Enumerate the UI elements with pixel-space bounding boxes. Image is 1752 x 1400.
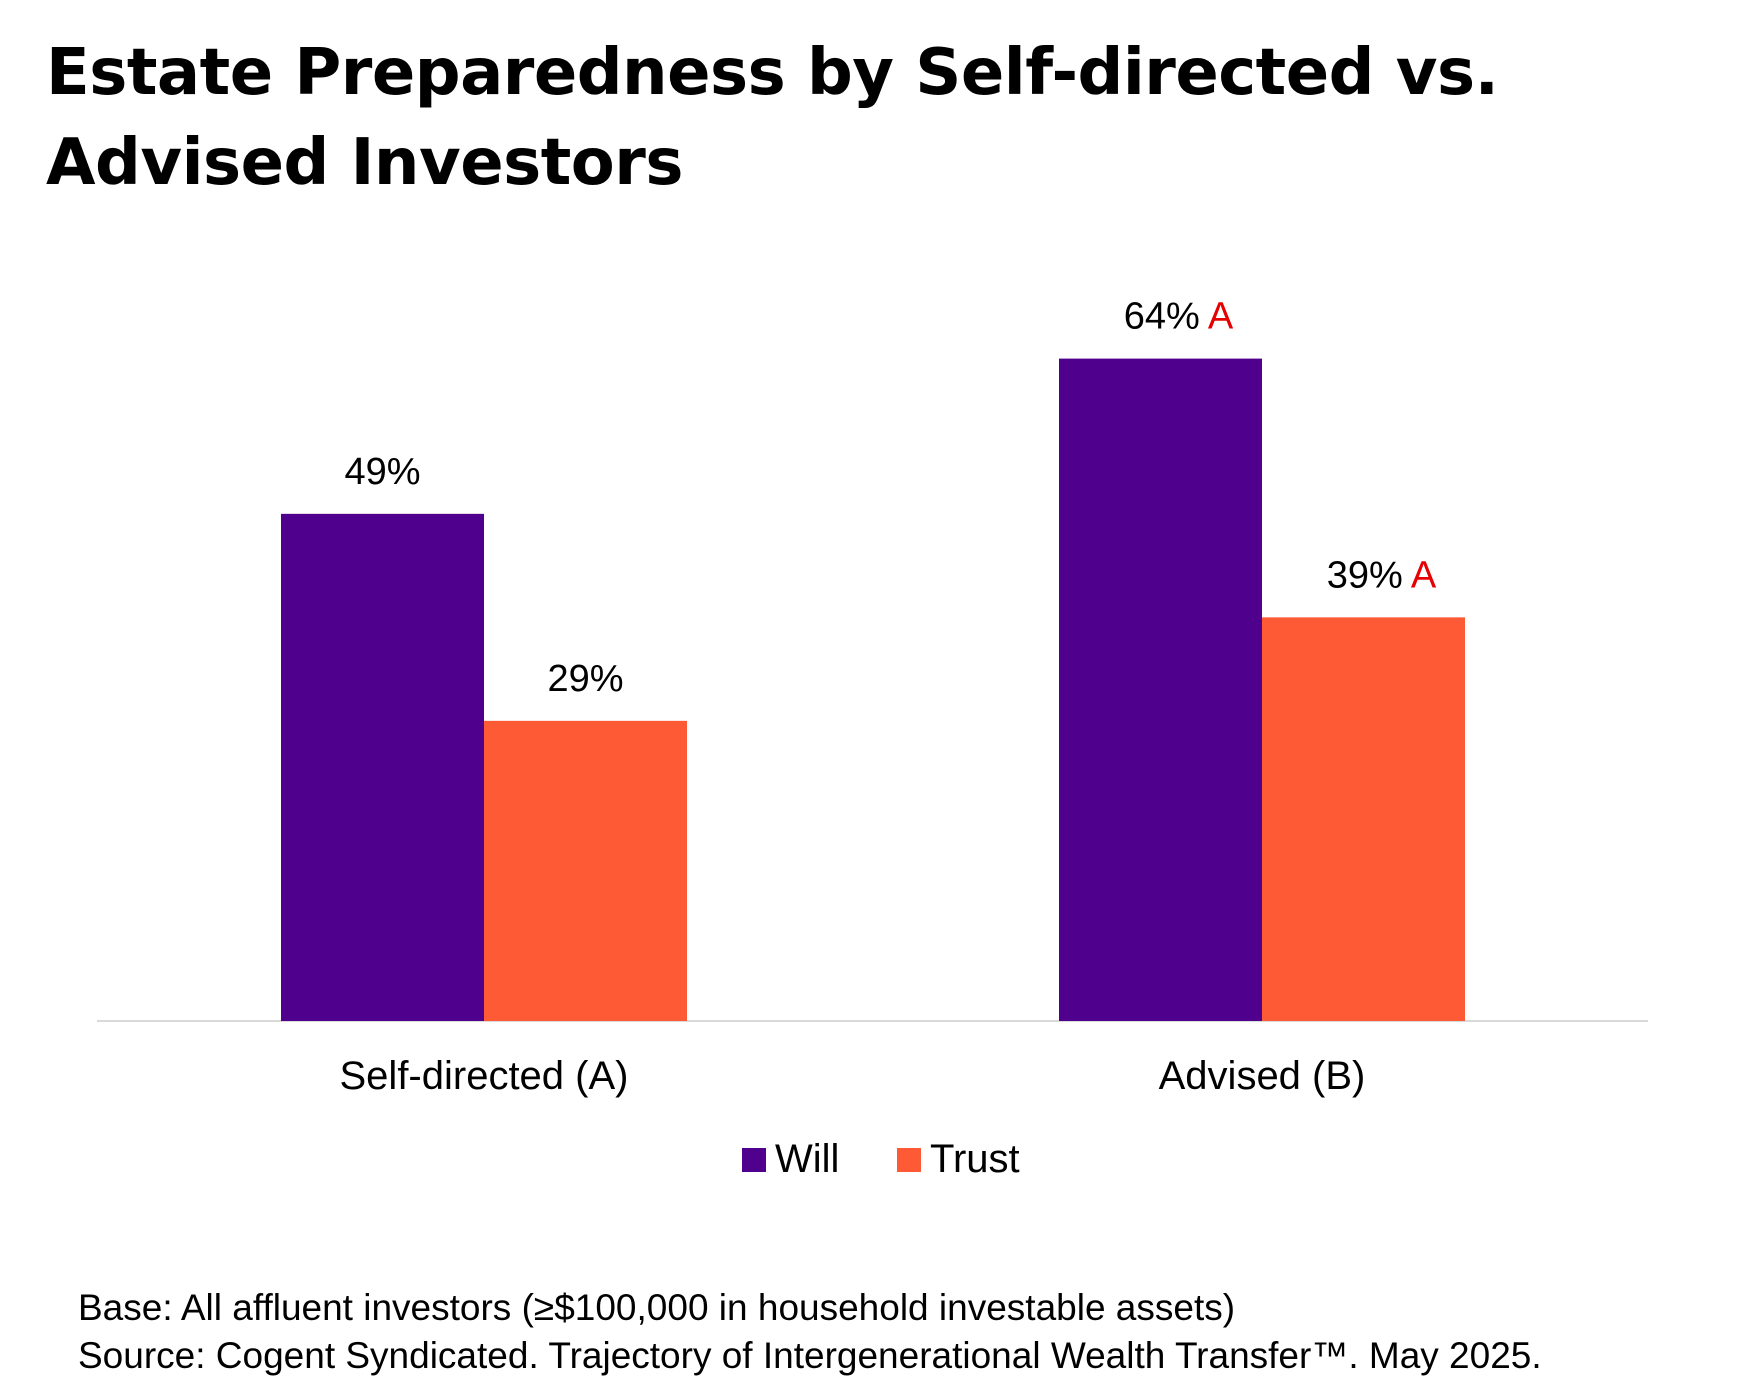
legend-swatch-will [742,1148,766,1172]
legend-label-will: Will [775,1137,839,1181]
data-label-trust-0: 29% [547,658,623,700]
data-label-will-1: 64% A [1124,296,1234,338]
chart-title: Estate Preparedness by Self-directed vs.… [46,36,1499,200]
category-label-0: Self-directed (A) [340,1054,629,1098]
bar-will-1 [1059,358,1262,1022]
data-label-will-0: 49% [344,451,420,493]
category-label-1: Advised (B) [1159,1054,1366,1098]
bar-trust-0 [484,720,687,1021]
data-label-trust-1: 39% A [1327,554,1437,596]
source-footnote: Source: Cogent Syndicated. Trajectory of… [78,1335,1542,1376]
bar-trust-1 [1262,617,1465,1021]
base-footnote: Base: All affluent investors (≥$100,000 … [78,1287,1236,1328]
legend-label-trust: Trust [930,1137,1020,1181]
legend-swatch-trust [897,1148,921,1172]
bar-chart: 49% 29% Self-directed (A) 64% A 39% A Advised (… [97,296,1648,1181]
bar-will-0 [281,513,484,1021]
